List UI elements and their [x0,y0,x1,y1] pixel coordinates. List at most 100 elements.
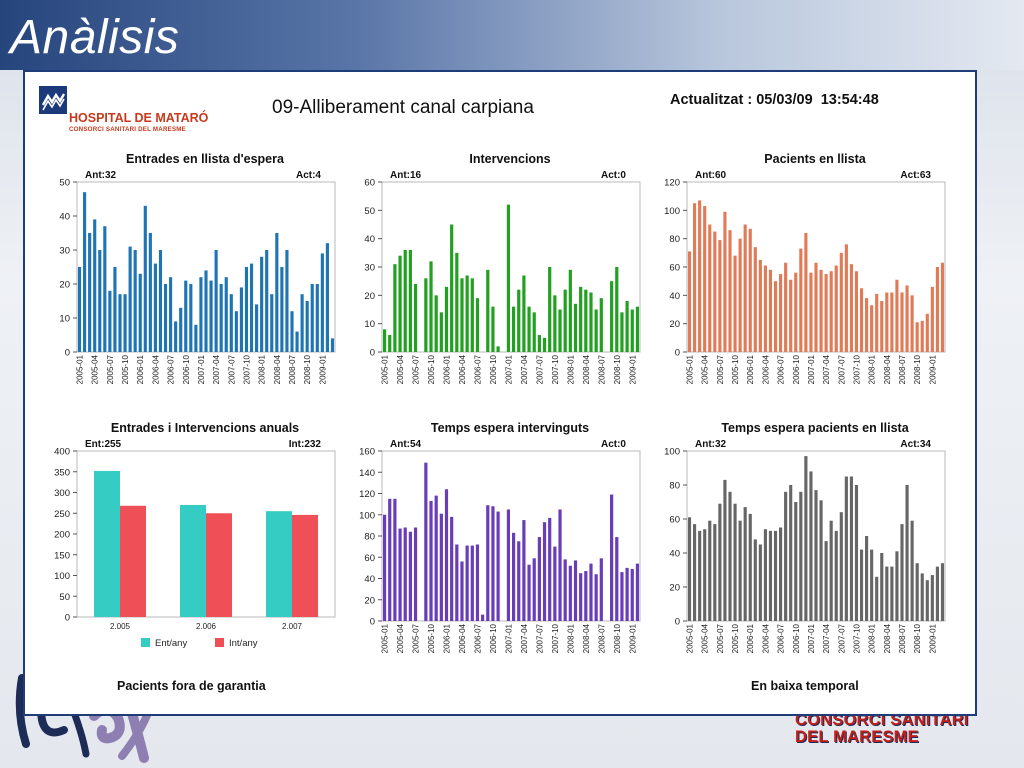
x-tick-label: 2008-01 [566,354,575,384]
bar [558,509,562,621]
x-tick-label: 2.005 [110,622,131,631]
bar [589,292,593,352]
y-tick-label: 30 [364,263,375,274]
bar [98,250,102,352]
y-tick-label: 0 [370,617,375,628]
bar [865,536,869,621]
y-tick-label: 100 [664,447,680,458]
x-tick-label: 2005-07 [106,354,115,384]
chart-title: Temps espera pacients en llista [721,421,909,435]
updated-date: 05/03/09 [756,92,813,108]
y-tick-label: 50 [364,206,375,217]
y-tick-label: 50 [59,592,70,603]
bar [403,250,407,352]
bar [517,289,521,352]
x-tick-label: 2006-01 [746,354,755,384]
bar [865,298,869,352]
bar [93,219,97,352]
x-tick-label: 2006-07 [473,623,482,653]
bar [910,295,914,352]
bar [315,284,319,352]
x-tick-label: 2008-01 [566,623,575,653]
y-tick-label: 140 [359,468,375,479]
legend-entry: Int/any [229,638,258,649]
chart-title: Entrades en llista d'espera [126,152,285,166]
x-tick-label: 2008-10 [913,354,922,384]
bar [758,259,762,352]
x-tick-label: 2006-07 [777,623,786,653]
x-tick-label: 2007-10 [551,623,560,653]
bar [625,567,629,621]
bar [804,456,808,621]
chart-intervencions: Intervencions Ant:16 Act:0 0 10 20 30 40 50 60 200… [364,152,641,384]
bar [393,498,397,621]
y-tick-label: 350 [54,467,70,478]
x-tick-label: 2006-04 [458,623,467,653]
bar [768,269,773,352]
bar [794,502,798,621]
bar [413,527,418,621]
bar [895,279,899,352]
y-tick-label: 20 [364,291,375,302]
bar [475,298,480,352]
bar [920,573,924,621]
bar [320,253,324,352]
bar [522,520,526,621]
bar [88,233,92,352]
bar [839,512,843,621]
bar [900,292,904,352]
bar [169,277,173,352]
bar [849,476,853,621]
bar [305,301,309,352]
bar [753,247,757,352]
y-tick-label: 40 [59,212,70,223]
bar [789,279,793,352]
x-tick-label: 2006-01 [136,354,145,384]
bar [940,563,945,621]
y-tick-label: 0 [65,348,70,359]
bar [506,204,511,352]
x-tick-label: 2005-10 [731,623,740,653]
legend-swatch [215,638,224,647]
bar [295,331,299,352]
bar [537,335,541,352]
bar [718,503,722,621]
chart-act-label: Act:0 [601,439,626,450]
x-tick-label: 2006-07 [167,354,176,384]
bar [915,322,919,352]
bar [713,231,717,352]
bar [94,470,120,617]
bar [789,485,793,621]
bar [120,505,146,617]
x-tick-label: 2005-01 [686,354,695,384]
bar [123,294,127,352]
bar [573,303,578,352]
x-tick-label: 2006-01 [443,354,452,384]
bar [573,560,578,621]
x-tick-label: 2005-04 [701,354,710,384]
bar [859,549,864,621]
chart-ant-label: Ant:32 [695,439,727,450]
bar [620,572,624,621]
bar [148,233,152,352]
bar [930,286,934,352]
x-tick-label: 2005-04 [396,354,405,384]
x-tick-label: 2008-07 [288,354,297,384]
bar [693,203,697,352]
bar [753,539,757,621]
x-tick-label: 2008-10 [613,623,622,653]
bar [174,321,178,352]
bar [824,274,828,352]
bar [698,530,702,621]
chart-ant-label: Ant:54 [390,439,422,450]
bar [630,309,634,352]
bar [915,563,919,621]
bar [398,255,402,352]
bar [895,551,899,621]
bar [905,485,909,621]
bar [839,252,843,352]
y-tick-label: 40 [669,291,680,302]
bar [738,520,742,621]
bar [824,541,828,621]
chart-act-label: Int:232 [289,439,322,450]
